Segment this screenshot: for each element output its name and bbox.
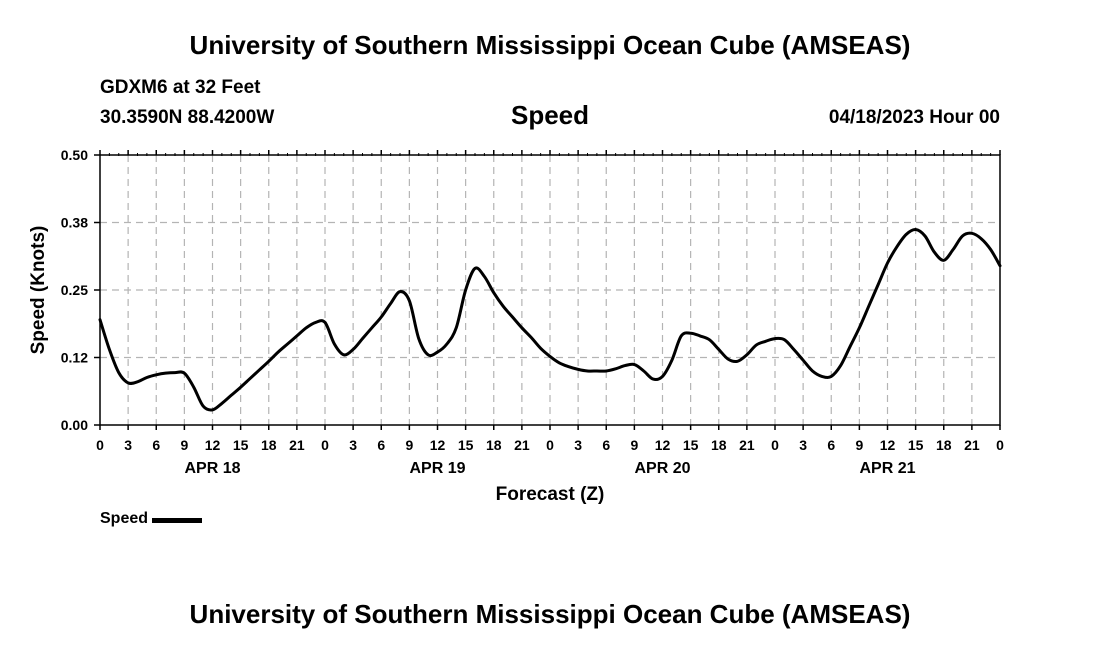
y-tick-label: 0.25 <box>61 282 88 298</box>
y-axis-title: Speed (Knots) <box>28 226 49 355</box>
legend-swatch <box>152 518 203 523</box>
day-label: APR 18 <box>184 460 240 477</box>
series-line-speed <box>98 228 1002 412</box>
x-tick-label: 3 <box>349 437 357 453</box>
footer-title: University of Southern Mississippi Ocean… <box>189 599 911 629</box>
x-tick-label: 21 <box>964 437 980 453</box>
day-label: APR 20 <box>634 460 690 477</box>
variable-title: Speed <box>510 100 590 130</box>
x-tick-label: 18 <box>711 437 727 453</box>
x-tick-label: 9 <box>855 437 863 453</box>
x-tick-label: 12 <box>880 437 896 453</box>
x-tick-label: 3 <box>574 437 582 453</box>
station-label: GDXM6 at 32 Feet <box>100 77 261 98</box>
x-tick-label: 18 <box>936 437 952 453</box>
x-axis-title: Forecast (Z) <box>496 484 605 505</box>
x-tick-label: 12 <box>655 437 671 453</box>
x-tick-label: 12 <box>430 437 446 453</box>
x-tick-label: 21 <box>514 437 530 453</box>
x-tick-label: 15 <box>233 437 249 453</box>
plot-frame <box>99 154 1001 426</box>
legend: Speed <box>100 510 203 528</box>
x-tick-label: 3 <box>799 437 807 453</box>
x-tick-label: 15 <box>908 437 924 453</box>
x-tick-label: 0 <box>546 437 554 453</box>
date-label: 04/18/2023 Hour 00 <box>828 107 1000 128</box>
x-tick-label: 6 <box>827 437 835 453</box>
x-tick-label: 18 <box>261 437 277 453</box>
x-tick-label: 6 <box>377 437 385 453</box>
x-tick-label: 3 <box>124 437 132 453</box>
x-tick-label: 12 <box>205 437 221 453</box>
x-tick-label: 21 <box>289 437 305 453</box>
x-tick-label: 0 <box>771 437 779 453</box>
legend-label: Speed <box>100 510 149 527</box>
x-tick-label: 18 <box>486 437 502 453</box>
x-tick-label: 15 <box>683 437 699 453</box>
x-tick-label: 9 <box>405 437 413 453</box>
line-layer <box>98 228 1002 412</box>
y-tick-label: 0.12 <box>61 350 88 366</box>
x-tick-label: 9 <box>630 437 638 453</box>
label-layer: 0.00 0.12 0.25 0.38 0.50 0 3 6 9 12 15 18 21 0 3 6 9 12 15… <box>28 147 1004 505</box>
x-tick-label: 6 <box>602 437 610 453</box>
y-tick-label: 0.38 <box>61 215 88 231</box>
location-label: 30.3590N 88.4200W <box>100 107 275 128</box>
y-tick-label: 0.50 <box>61 147 88 163</box>
day-label: APR 21 <box>859 460 915 477</box>
x-tick-label: 0 <box>996 437 1004 453</box>
x-tick-label: 0 <box>96 437 104 453</box>
y-tick-label: 0.00 <box>61 417 88 433</box>
speed-chart: 0.00 0.12 0.25 0.38 0.50 0 3 6 9 12 15 18 21 0 3 6 9 12 15… <box>28 147 1004 505</box>
grid-layer <box>100 155 1000 425</box>
day-label: APR 19 <box>409 460 465 477</box>
x-tick-label: 6 <box>152 437 160 453</box>
x-tick-label: 21 <box>739 437 755 453</box>
x-tick-label: 15 <box>458 437 474 453</box>
main-title: University of Southern Mississippi Ocean… <box>189 30 911 60</box>
x-tick-label: 9 <box>180 437 188 453</box>
x-tick-label: 0 <box>321 437 329 453</box>
